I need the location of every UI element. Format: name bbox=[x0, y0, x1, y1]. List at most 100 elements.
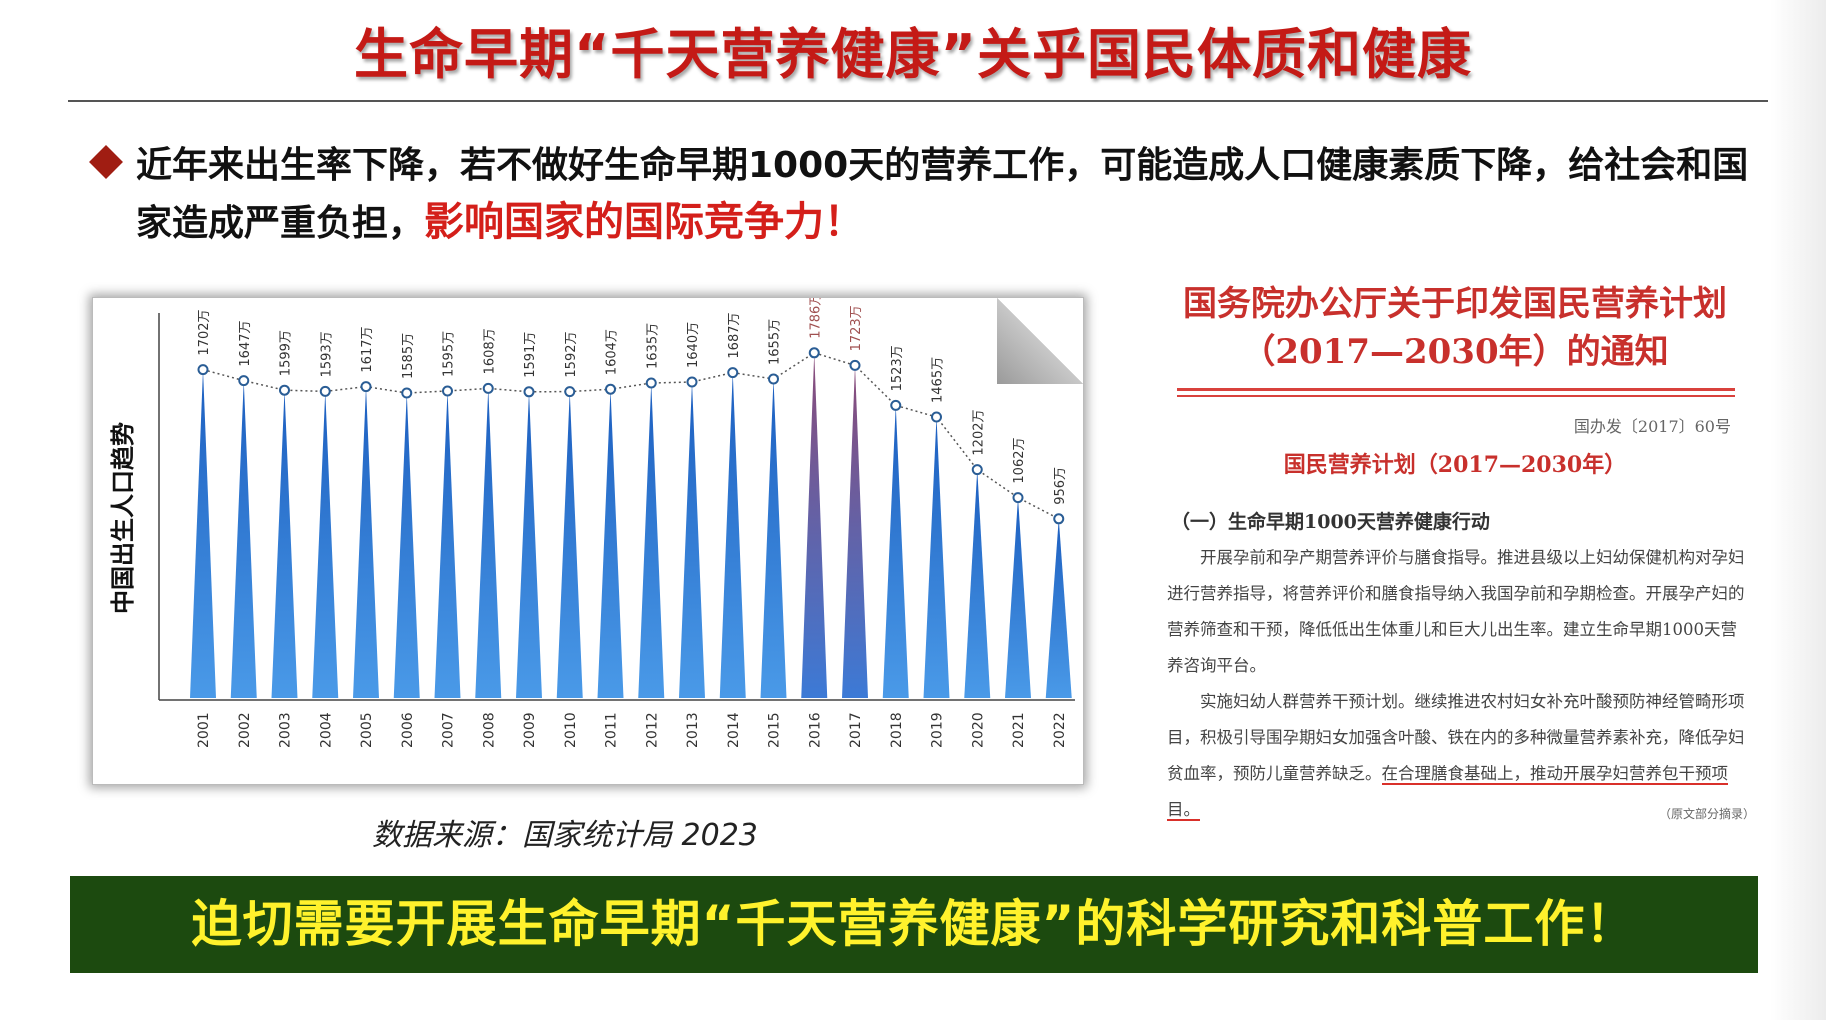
bar-2017 bbox=[842, 365, 868, 698]
data-point-2003 bbox=[279, 384, 290, 396]
bar-2008 bbox=[475, 388, 502, 698]
title-divider bbox=[68, 100, 1768, 102]
bar-2014 bbox=[719, 372, 746, 698]
doc-rule-thin bbox=[1177, 395, 1735, 397]
value-label-2021: 1062万 bbox=[1012, 438, 1027, 484]
data-point-2006 bbox=[401, 387, 413, 399]
data-point-2022 bbox=[1053, 513, 1065, 525]
doc-double-rule bbox=[1155, 388, 1755, 397]
bar-2006 bbox=[393, 393, 420, 698]
doc-subtitle: 国民营养计划（2017—2030年） bbox=[1283, 452, 1627, 478]
data-point-2017 bbox=[849, 359, 861, 371]
x-tick-2014: 2014 bbox=[726, 712, 742, 748]
doc-title-line1: 国务院办公厅关于印发国民营养计划 bbox=[1183, 284, 1727, 324]
data-point-2001 bbox=[197, 364, 209, 376]
trend-line bbox=[202, 351, 1060, 520]
x-tick-2018: 2018 bbox=[889, 712, 905, 748]
data-source: 数据来源：国家统计局 2023 bbox=[372, 818, 758, 853]
data-point-2018 bbox=[890, 399, 902, 411]
value-label-2010: 1592万 bbox=[564, 332, 579, 378]
x-tick-2010: 2010 bbox=[563, 712, 579, 748]
data-point-2021 bbox=[1012, 492, 1024, 504]
value-label-2001: 1702万 bbox=[197, 310, 212, 356]
value-label-2003: 1599万 bbox=[279, 330, 294, 376]
x-tick-2003: 2003 bbox=[278, 712, 294, 748]
x-tick-2022: 2022 bbox=[1052, 712, 1068, 748]
chart-y-label: 中国出生人口趋势 bbox=[109, 422, 137, 614]
value-label-2011: 1604万 bbox=[605, 329, 620, 375]
data-point-2008 bbox=[482, 382, 494, 394]
value-label-2018: 1523万 bbox=[890, 345, 905, 391]
doc-paragraph-1: 开展孕前和孕产期营养评价与膳食指导。推进县级以上妇幼保健机构对孕妇进行营养指导，… bbox=[1167, 540, 1747, 684]
call-to-action-banner: 迫切需要开展生命早期“千天营养健康”的科学研究和科普工作！ bbox=[70, 876, 1758, 973]
bar-2010 bbox=[556, 391, 583, 698]
value-label-2013: 1640万 bbox=[686, 322, 701, 368]
x-tick-2008: 2008 bbox=[481, 712, 497, 748]
bar-2002 bbox=[230, 380, 257, 698]
chart-canvas: 中国出生人口趋势 1702万 1647万 1599万 1593万 1617万 1585万 1… bbox=[109, 298, 1075, 748]
doc-title-line2: （2017—2030年）的通知 bbox=[1241, 332, 1669, 372]
bar-2019 bbox=[923, 417, 950, 698]
diamond-bullet-icon bbox=[89, 145, 123, 179]
value-label-2014: 1687万 bbox=[727, 313, 742, 359]
data-point-2019 bbox=[931, 411, 942, 423]
bar-2022 bbox=[1045, 518, 1072, 698]
doc-number: 国办发〔2017〕60号 bbox=[1573, 417, 1731, 436]
slide-edge-shading bbox=[1770, 0, 1826, 1020]
x-tick-2013: 2013 bbox=[685, 712, 701, 748]
x-tick-2016: 2016 bbox=[807, 712, 823, 748]
bullet-emphasis: 影响国家的国际竞争力！ bbox=[424, 199, 865, 245]
x-tick-2012: 2012 bbox=[644, 712, 660, 748]
page-curl bbox=[997, 298, 1083, 384]
policy-document-excerpt: 国务院办公厅关于印发国民营养计划 （2017—2030年）的通知 国办发〔201… bbox=[1155, 280, 1755, 840]
value-label-2008: 1608万 bbox=[482, 328, 497, 374]
data-point-2005 bbox=[360, 381, 372, 393]
x-tick-2020: 2020 bbox=[970, 712, 986, 748]
value-label-2005: 1617万 bbox=[360, 327, 375, 373]
value-label-2007: 1595万 bbox=[442, 331, 457, 377]
x-tick-2011: 2011 bbox=[604, 712, 620, 748]
value-label-2004: 1593万 bbox=[319, 331, 334, 377]
data-point-2012 bbox=[645, 377, 657, 389]
x-tick-2017: 2017 bbox=[848, 712, 864, 748]
doc-paragraph-2-text: 实施妇幼人群营养干预计划。继续推进农村妇女补充叶酸预防神经管畸形项目，积极引导围… bbox=[1167, 692, 1745, 783]
value-label-2002: 1647万 bbox=[238, 321, 253, 367]
data-point-2007 bbox=[442, 385, 453, 397]
data-point-2016 bbox=[808, 347, 820, 359]
bar-2015 bbox=[760, 379, 787, 698]
bullet-text: 近年来出生率下降，若不做好生命早期1000天的营养工作，可能造成人口健康素质下降… bbox=[136, 145, 1749, 244]
bullet-text-wrapper: 近年来出生率下降，若不做好生命早期1000天的营养工作，可能造成人口健康素质下降… bbox=[136, 138, 1768, 252]
bar-2003 bbox=[271, 390, 298, 698]
bar-2020 bbox=[964, 469, 991, 698]
x-tick-2001: 2001 bbox=[196, 712, 212, 748]
bar-2016 bbox=[801, 352, 828, 698]
x-tick-2009: 2009 bbox=[522, 712, 538, 748]
doc-paragraph-1-text: 开展孕前和孕产期营养评价与膳食指导。推进县级以上妇幼保健机构对孕妇进行营养指导，… bbox=[1167, 548, 1745, 675]
doc-section-heading: （一）生命早期1000天营养健康行动 bbox=[1171, 511, 1490, 533]
bar-2012 bbox=[638, 383, 665, 698]
x-tick-2006: 2006 bbox=[400, 712, 416, 748]
x-tick-2004: 2004 bbox=[318, 712, 334, 748]
bar-2021 bbox=[1005, 497, 1031, 698]
x-tick-2005: 2005 bbox=[359, 712, 375, 748]
value-label-2022: 956万 bbox=[1053, 467, 1068, 505]
value-label-2012: 1635万 bbox=[645, 323, 660, 369]
bar-2013 bbox=[679, 382, 705, 698]
bar-2007 bbox=[434, 391, 461, 698]
data-point-2004 bbox=[319, 385, 331, 397]
data-point-2013 bbox=[686, 376, 698, 388]
bar-2018 bbox=[882, 405, 909, 698]
data-point-2010 bbox=[564, 386, 576, 398]
data-point-2014 bbox=[727, 367, 739, 379]
data-point-2020 bbox=[971, 464, 983, 476]
value-label-2016: 1786万 bbox=[808, 298, 823, 339]
data-point-2015 bbox=[768, 373, 779, 385]
value-label-2019: 1465万 bbox=[931, 357, 946, 403]
doc-paragraph-2: 实施妇幼人群营养干预计划。继续推进农村妇女补充叶酸预防神经管畸形项目，积极引导围… bbox=[1167, 684, 1747, 828]
bullet-point: 近年来出生率下降，若不做好生命早期1000天的营养工作，可能造成人口健康素质下降… bbox=[88, 138, 1768, 252]
data-point-2002 bbox=[238, 375, 250, 387]
slide-title: 生命早期“千天营养健康”关乎国民体质和健康 bbox=[354, 23, 1472, 86]
x-tick-2019: 2019 bbox=[930, 712, 946, 748]
doc-note: （原文部分摘录） bbox=[1658, 807, 1755, 821]
value-label-2006: 1585万 bbox=[401, 333, 416, 379]
